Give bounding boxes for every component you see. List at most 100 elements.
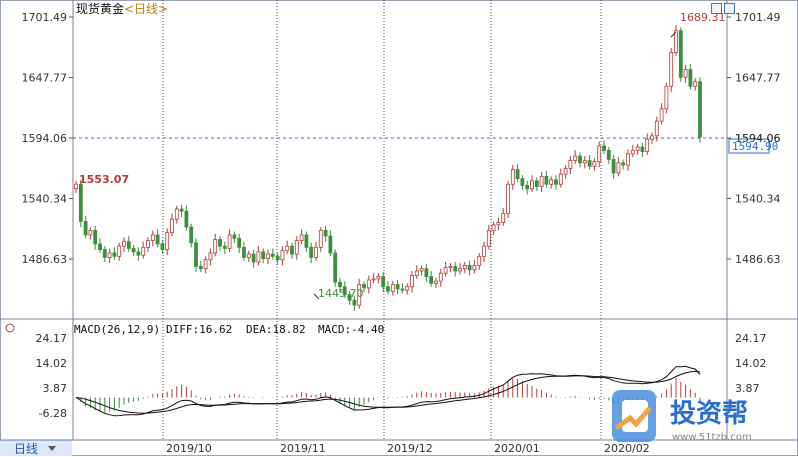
candle-body — [698, 81, 702, 138]
candle-body — [650, 135, 654, 140]
candle-body — [184, 210, 189, 228]
candle-body — [400, 288, 405, 291]
candle-body — [477, 255, 482, 266]
last-price-box — [728, 138, 770, 154]
restore-icon[interactable] — [724, 3, 735, 14]
candle-body — [299, 234, 304, 241]
price-tick-label: 1486.63 — [22, 253, 68, 266]
macd-tick-label-right: 14.02 — [735, 357, 767, 370]
macd-tick-label-right: 24.17 — [735, 332, 767, 345]
candle-body — [203, 259, 208, 270]
candle-body — [525, 184, 530, 190]
macd-diff: DIFF:16.62 — [166, 323, 232, 336]
candle-body — [242, 246, 246, 258]
price-tick-label-right: 1701.49 — [735, 11, 781, 24]
price-tick-label-right: 1486.63 — [735, 253, 781, 266]
logo-url: www.51tzb.com — [672, 432, 752, 443]
candle-body — [664, 85, 669, 110]
candle-body — [448, 266, 453, 268]
candle-body — [626, 153, 630, 166]
candle-body — [208, 252, 213, 261]
candle-body — [568, 160, 573, 169]
candle-body — [261, 251, 266, 259]
candle-body — [554, 179, 558, 185]
candle-body — [419, 268, 424, 272]
candle-body — [198, 266, 203, 270]
macd-tick-label-right: 3.87 — [735, 382, 760, 395]
month-label: 2019/12 — [387, 442, 433, 455]
candle-body — [491, 224, 496, 231]
start-price-label: 1553.07 — [79, 173, 129, 186]
candle-body — [237, 237, 242, 248]
candle-body — [275, 255, 280, 261]
candlesticks — [74, 25, 702, 311]
candle-body — [640, 146, 645, 152]
candle-body — [165, 232, 170, 250]
candle-body — [328, 235, 333, 254]
candle-body — [136, 251, 141, 256]
candle-body — [194, 242, 198, 267]
price-tick-label-right: 1647.77 — [735, 72, 781, 85]
candle-body — [107, 252, 112, 258]
candle-body — [160, 243, 165, 250]
candle-body — [78, 183, 83, 222]
candle-body — [453, 266, 458, 272]
macd-tick-label: -6.28 — [39, 407, 67, 420]
candle-body — [674, 30, 678, 53]
period-tab[interactable]: 日线 — [0, 440, 72, 456]
month-label: 2020/02 — [604, 442, 650, 455]
candle-body — [222, 245, 227, 249]
candle-body — [371, 278, 376, 281]
month-label: 2019/11 — [280, 442, 326, 455]
candle-body — [645, 138, 650, 152]
period-tab-label: 日线 — [14, 442, 39, 456]
candle-body — [597, 145, 602, 163]
candle-body — [496, 222, 501, 226]
candle-body — [352, 299, 357, 306]
macd-params: MACD(26,12,9) — [74, 323, 160, 336]
candle-body — [515, 169, 520, 180]
price-tick-label: 1594.06 — [22, 132, 68, 145]
logo-brand: 投资帮 — [670, 399, 748, 429]
candle-body — [333, 252, 338, 283]
candle-body — [424, 268, 429, 278]
candle-body — [309, 246, 314, 258]
candle-body — [102, 249, 107, 258]
candle-body — [443, 267, 448, 274]
month-label: 2020/01 — [494, 442, 540, 455]
candle-body — [501, 213, 506, 223]
candle-body — [429, 276, 434, 284]
candle-body — [150, 234, 155, 241]
candle-body — [218, 239, 222, 247]
watermark-logo: 投资帮 www.51tzb.com — [612, 390, 752, 443]
month-gridlines — [162, 0, 602, 440]
candle-body — [630, 150, 635, 155]
candle-body — [635, 146, 640, 151]
candle-body — [357, 284, 362, 306]
candle-body — [578, 155, 582, 164]
period-label: <日线> — [124, 2, 168, 16]
candle-body — [558, 173, 563, 185]
candle-body — [688, 68, 693, 87]
macd-header: MACD(26,12,9) DIFF:16.62 DEA:18.82 MACD:… — [5, 323, 384, 336]
candle-body — [88, 230, 93, 236]
expand-icon[interactable] — [711, 3, 722, 14]
candle-body — [179, 208, 184, 212]
candle-body — [270, 253, 275, 257]
candle-body — [482, 245, 486, 257]
price-tick-label-right: 1540.34 — [735, 193, 781, 206]
candle-body — [520, 178, 525, 186]
settings-gear-icon[interactable] — [5, 323, 15, 333]
candle-body — [563, 168, 568, 175]
candle-body — [98, 243, 102, 250]
candle-body — [587, 160, 592, 167]
candle-body — [458, 268, 462, 272]
candle-body — [246, 253, 251, 258]
candle-body — [534, 180, 539, 187]
candle-body — [678, 30, 683, 78]
candle-body — [376, 276, 381, 280]
chevron-down-icon[interactable] — [48, 446, 56, 451]
candle-body — [506, 183, 510, 214]
macd-dea: DEA:18.82 — [246, 323, 306, 336]
